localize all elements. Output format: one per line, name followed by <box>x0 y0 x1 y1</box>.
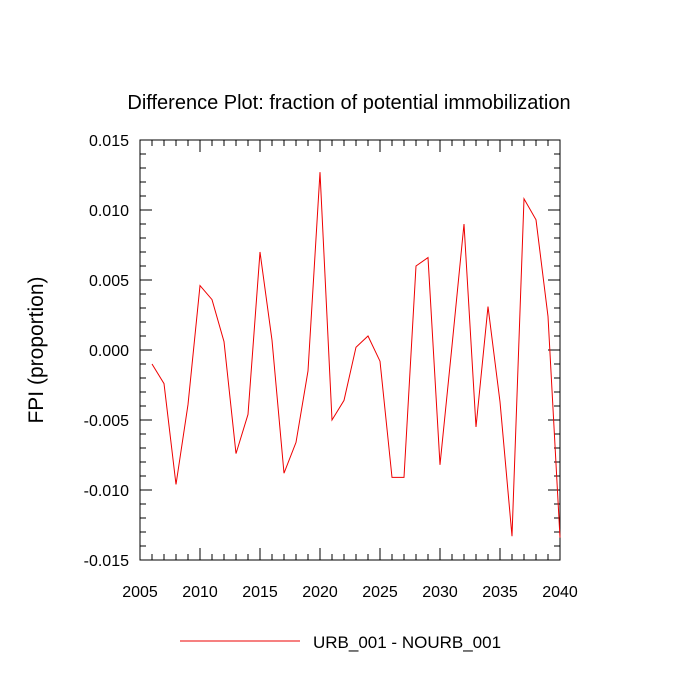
y-tick-labels: -0.015 -0.010 -0.005 0.000 0.005 0.010 0.015 <box>84 133 129 570</box>
x-tick-label: 2020 <box>302 584 338 601</box>
y-axis-label: FPI (proportion) <box>25 276 48 423</box>
y-tick-label: 0.005 <box>89 273 129 290</box>
y-tick-label: -0.005 <box>84 413 129 430</box>
series-layer <box>151 172 561 538</box>
legend-label: URB_001 - NOURB_001 <box>313 633 501 652</box>
x-tick-label: 2025 <box>362 584 398 601</box>
axis-ticks <box>139 139 561 561</box>
plot-frame <box>139 139 561 561</box>
x-tick-label: 2030 <box>422 584 458 601</box>
x-tick-label: 2010 <box>182 584 218 601</box>
y-tick-label: -0.010 <box>84 483 129 500</box>
y-tick-label: 0.010 <box>89 203 129 220</box>
series-line <box>151 172 561 538</box>
x-tick-labels: 2005 2010 2015 2020 2025 2030 2035 2040 <box>122 584 578 601</box>
x-tick-label: 2015 <box>242 584 278 601</box>
x-tick-label: 2040 <box>542 584 578 601</box>
legend: URB_001 - NOURB_001 <box>180 633 501 652</box>
y-tick-label: -0.015 <box>84 553 129 570</box>
y-tick-label: 0.015 <box>89 133 129 150</box>
chart-title: Difference Plot: fraction of potential i… <box>127 92 570 114</box>
x-tick-label: 2005 <box>122 584 158 601</box>
y-tick-label: 0.000 <box>89 343 129 360</box>
x-tick-label: 2035 <box>482 584 518 601</box>
